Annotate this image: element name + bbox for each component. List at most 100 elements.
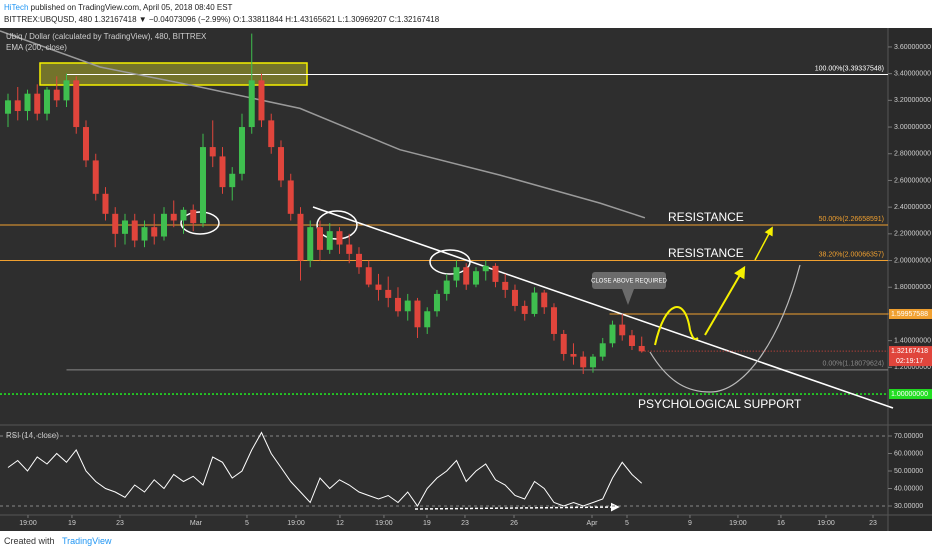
y-tick-label: 60.00000 (894, 450, 923, 457)
footer: Created with TradingView (0, 531, 932, 550)
arrow (754, 226, 773, 261)
x-tick-label: 16 (777, 520, 785, 527)
candle-body (599, 343, 606, 357)
candle-body (170, 213, 177, 221)
circle (429, 249, 471, 275)
last-price-label: 1.32167418 (891, 348, 928, 355)
candle-body (443, 280, 450, 294)
candle-body (160, 213, 167, 237)
annotation: RESISTANCE (668, 246, 744, 260)
header: HiTech published on TradingView.com, Apr… (0, 0, 932, 28)
x-tick-label: Apr (587, 520, 599, 527)
candle-body (73, 80, 80, 128)
candle-body (463, 267, 470, 285)
candle-body (297, 213, 304, 261)
candle-body (24, 93, 31, 112)
published: published on TradingView.com, April 05, … (28, 3, 233, 12)
x-tick-label: Mar (190, 520, 203, 527)
x-tick-label: 23 (116, 520, 124, 527)
candle-body (258, 80, 265, 121)
legend-entry: EMA (200, close) (6, 43, 67, 52)
y-tick-label: 3.40000000 (894, 70, 931, 77)
x-tick-label: 23 (461, 520, 469, 527)
price-pane (0, 28, 888, 425)
y-tick-label: 30.00000 (894, 503, 923, 510)
candle-body (609, 324, 616, 344)
candle-body (102, 193, 109, 214)
candle-body (472, 271, 479, 285)
candle-body (92, 160, 99, 194)
candle-body (385, 289, 392, 298)
candle-body (4, 100, 11, 114)
x-tick-label: 19 (423, 520, 431, 527)
x-tick-label: 23 (869, 520, 877, 527)
x-tick-label: 19 (68, 520, 76, 527)
rsi-arrow (414, 502, 620, 512)
x-tick-label: 19:00 (729, 520, 747, 527)
y-tick-label: 40.00000 (894, 485, 923, 492)
author[interactable]: HiTech (4, 3, 29, 12)
candle-body (404, 300, 411, 312)
candle-body (628, 335, 635, 346)
x-tick-label: 12 (336, 520, 344, 527)
quote: BITTREX:UBQUSD, 480 1.32167418 ▼ −0.0407… (4, 15, 440, 24)
path-arrow (654, 306, 699, 346)
y-tick-label: 2.80000000 (894, 151, 931, 158)
y-tick-label: 2.60000000 (894, 177, 931, 184)
y-tick-label: 70.00000 (894, 433, 923, 440)
candle-body (229, 173, 236, 188)
candle-body (511, 289, 518, 306)
candle-body (502, 281, 509, 290)
candle-body (521, 305, 528, 314)
y-tick-label: 3.60000000 (894, 44, 931, 51)
candle-body (141, 227, 148, 241)
y-tick-label: 2.40000000 (894, 204, 931, 211)
candle-body (638, 345, 645, 352)
brand[interactable]: TradingView (62, 536, 112, 546)
candle-body (151, 227, 158, 237)
candle-body (248, 80, 255, 128)
x-tick-label: 19:00 (375, 520, 393, 527)
candle-body (326, 231, 333, 250)
pane-title: Ubiq / Dollar (calculated by TradingView… (6, 32, 207, 41)
candle-body (34, 93, 41, 114)
candle-body (43, 89, 50, 114)
x-tick-label: 19:00 (287, 520, 305, 527)
x-tick-label: 26 (510, 520, 518, 527)
candle-body (580, 356, 587, 368)
countdown: 02:19:17 (896, 358, 923, 365)
candle-body (414, 300, 421, 328)
candle-body (307, 227, 314, 261)
candle-body (365, 267, 372, 285)
candle-body (346, 244, 353, 254)
candle-body (570, 353, 577, 357)
candle-body (619, 324, 626, 336)
rsi-line (7, 431, 643, 507)
candle-body (433, 293, 440, 312)
candle-body (336, 231, 343, 245)
callout (592, 272, 666, 289)
x-tick-label: 5 (625, 520, 629, 527)
candle-body (82, 127, 89, 161)
candle-body (14, 100, 21, 112)
x-tick-label: 5 (245, 520, 249, 527)
curve (649, 264, 801, 393)
candle-body (541, 292, 548, 308)
candle-body (375, 284, 382, 290)
candle-body (112, 213, 119, 234)
footer-text: Created with (4, 536, 55, 546)
y-tick-label: 3.00000000 (894, 124, 931, 131)
y-tick-label: 1.20000000 (894, 364, 931, 371)
y-tick-label: 2.00000000 (894, 257, 931, 264)
axis-label-box (889, 389, 932, 400)
candle-body (531, 292, 538, 314)
annotation: RESISTANCE (668, 210, 744, 224)
candle-body (589, 356, 596, 368)
candle-body (355, 253, 362, 268)
level-label: 100.00%(3.39337548) (815, 65, 884, 72)
axis-label: 1.59957588 (891, 311, 928, 318)
drawings (0, 30, 888, 395)
candle-body (550, 307, 557, 334)
candle-body (63, 80, 70, 101)
